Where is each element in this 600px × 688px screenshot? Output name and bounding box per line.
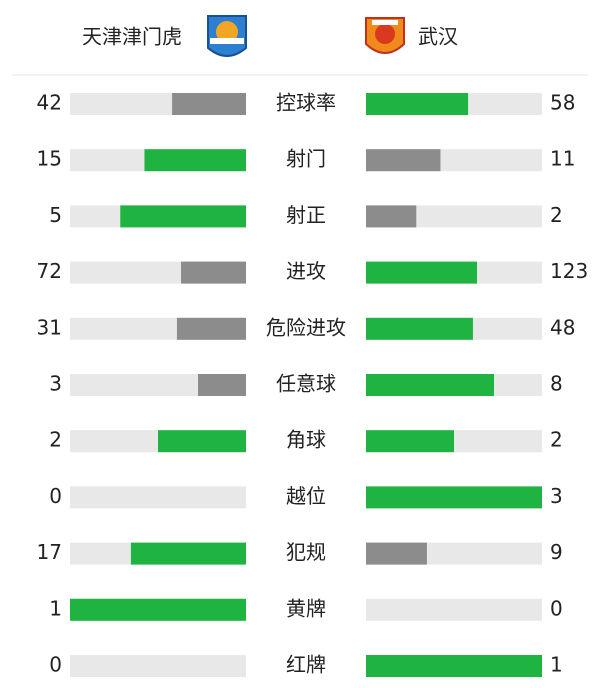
away-bar — [366, 542, 427, 565]
home-value: 31 — [37, 315, 62, 339]
home-value: 1 — [49, 596, 62, 620]
away-value: 9 — [550, 540, 563, 564]
away-value: 11 — [550, 147, 575, 171]
stat-label: 越位 — [286, 484, 326, 508]
stat-label: 危险进攻 — [266, 315, 346, 339]
stat-label: 进攻 — [286, 259, 326, 283]
stat-label: 红牌 — [286, 653, 326, 677]
stat-label: 角球 — [286, 428, 326, 452]
home-value: 42 — [37, 91, 62, 115]
home-track — [70, 486, 246, 509]
home-track — [70, 655, 246, 677]
home-bar — [181, 261, 246, 284]
away-value: 8 — [550, 372, 563, 396]
away-value: 2 — [550, 203, 563, 227]
away-bar — [366, 317, 473, 340]
away-value: 48 — [550, 315, 575, 339]
home-bar — [144, 149, 246, 172]
away-value: 123 — [550, 259, 588, 283]
home-value: 15 — [37, 147, 62, 171]
home-bar — [120, 205, 246, 228]
home-value: 3 — [49, 372, 62, 396]
away-value: 3 — [550, 484, 563, 508]
home-bar — [176, 317, 246, 340]
home-bar — [130, 542, 246, 565]
home-value: 2 — [49, 428, 62, 452]
home-bar — [70, 598, 246, 621]
stat-label: 控球率 — [276, 91, 336, 115]
away-bar — [366, 374, 494, 396]
stat-label: 犯规 — [286, 540, 326, 564]
stat-label: 黄牌 — [286, 596, 326, 620]
away-bar — [366, 486, 542, 509]
home-value: 72 — [37, 259, 62, 283]
home-bar — [172, 93, 246, 115]
away-team-logo — [365, 17, 405, 54]
away-team-name: 武汉 — [418, 25, 458, 49]
home-value: 17 — [37, 540, 62, 564]
away-track — [366, 598, 542, 621]
away-bar — [366, 655, 542, 677]
home-value: 5 — [49, 203, 62, 227]
away-value: 2 — [550, 428, 563, 452]
away-value: 58 — [550, 91, 575, 115]
home-team-name: 天津津门虎 — [82, 25, 182, 49]
away-bar — [366, 261, 478, 284]
home-team-logo — [207, 15, 247, 57]
away-bar — [366, 205, 417, 228]
away-bar — [366, 430, 454, 453]
home-value: 0 — [49, 653, 62, 677]
stat-label: 任意球 — [276, 372, 336, 396]
stat-label: 射门 — [286, 147, 326, 171]
home-value: 0 — [49, 484, 62, 508]
away-value: 0 — [550, 596, 563, 620]
stat-label: 射正 — [286, 203, 326, 227]
away-bar — [366, 149, 441, 172]
home-bar — [198, 374, 246, 396]
away-bar — [366, 93, 469, 115]
home-bar — [158, 430, 246, 453]
away-value: 1 — [550, 653, 563, 677]
